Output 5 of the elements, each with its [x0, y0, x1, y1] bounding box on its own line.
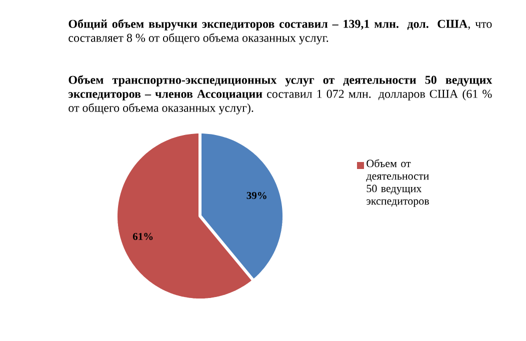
chart-subtitle: Объем транспортно-экспедиционных услуг от деятельности 50 ведущих экспедиторов – членов Ассоциации составил 1 072 млн. долларов США (61 % от общего объема оказанных услуг).	[68, 75, 492, 114]
chart-title: Общий объем выручки экспедиторов составил – 139,1 млн. дол. США, что составляет 8 % от общего объема оказанных услуг.	[68, 19, 492, 44]
legend-label: Объем от деятельности 50 ведущих экспедиторов	[366, 159, 429, 207]
data-label: 61%	[132, 232, 153, 240]
data-label: 39%	[246, 192, 266, 200]
